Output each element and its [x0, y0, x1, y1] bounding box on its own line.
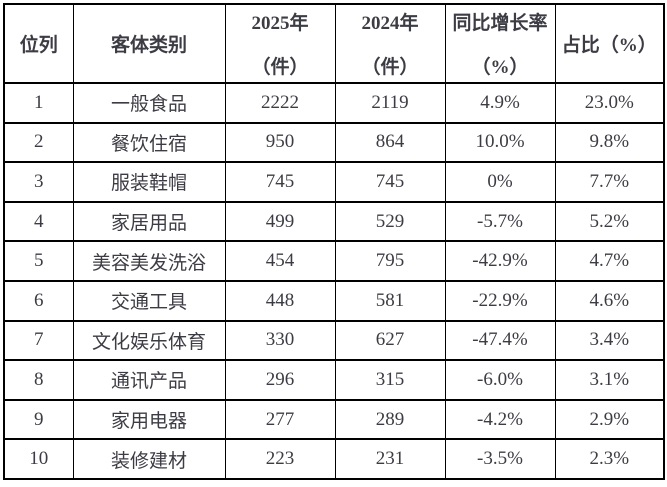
- cell-y2025: 950: [224, 121, 336, 164]
- cell-y2024: 289: [334, 398, 446, 441]
- cell-category: 装修建材: [72, 438, 226, 480]
- header-cell-2024: 2024年 （件）: [334, 3, 446, 84]
- cell-rank: 1: [3, 82, 74, 124]
- cell-growth: 4.9%: [444, 82, 556, 124]
- cell-rank: 5: [3, 240, 74, 282]
- table-row: 10 装修建材 223 231 -3.5% 2.3%: [3, 438, 665, 480]
- cell-growth: -47.4%: [444, 319, 556, 362]
- header-2024-sublabel: （件）: [361, 57, 419, 78]
- cell-y2024: 795: [334, 240, 446, 282]
- cell-y2025: 330: [224, 319, 336, 362]
- cell-share: 5.2%: [554, 200, 665, 243]
- cell-y2025: 499: [224, 200, 336, 243]
- cell-growth: -4.2%: [444, 398, 556, 441]
- cell-category: 一般食品: [72, 82, 226, 124]
- cell-growth: -5.7%: [444, 200, 556, 243]
- cell-category: 餐饮住宿: [72, 121, 226, 164]
- cell-growth: -3.5%: [444, 438, 556, 480]
- cell-category: 家用电器: [72, 398, 226, 441]
- cell-y2025: 296: [224, 359, 336, 401]
- header-share-label: 占比（%）: [561, 35, 657, 56]
- cell-rank: 3: [3, 161, 74, 203]
- cell-y2024: 745: [334, 161, 446, 203]
- cell-y2024: 2119: [334, 82, 446, 124]
- cell-y2024: 315: [334, 359, 446, 401]
- cell-y2024: 231: [334, 438, 446, 480]
- cell-growth: 0%: [444, 161, 556, 203]
- cell-y2025: 745: [224, 161, 336, 203]
- cell-y2024: 864: [334, 121, 446, 164]
- table-row: 9 家用电器 277 289 -4.2% 2.9%: [3, 398, 665, 441]
- table-header-row: 位列 客体类别 2025年 （件）: [3, 3, 665, 84]
- cell-y2025: 277: [224, 398, 336, 441]
- cell-rank: 2: [3, 121, 74, 164]
- data-table: 位列 客体类别 2025年 （件）: [3, 3, 665, 480]
- header-cell-rank: 位列: [3, 3, 74, 84]
- cell-rank: 10: [3, 438, 74, 480]
- table-row: 4 家居用品 499 529 -5.7% 5.2%: [3, 200, 665, 243]
- table-row: 2 餐饮住宿 950 864 10.0% 9.8%: [3, 121, 665, 164]
- cell-share: 23.0%: [554, 82, 665, 124]
- cell-share: 3.1%: [554, 359, 665, 401]
- cell-category: 交通工具: [72, 279, 226, 322]
- cell-category: 家居用品: [72, 200, 226, 243]
- header-category-label: 客体类别: [110, 35, 187, 56]
- table-body: 1 一般食品 2222 2119 4.9% 23.0% 2 餐饮住宿 950 864 10.0% 9.…: [3, 82, 665, 480]
- cell-y2024: 627: [334, 319, 446, 362]
- cell-category: 通讯产品: [72, 359, 226, 401]
- cell-y2024: 529: [334, 200, 446, 243]
- cell-y2025: 223: [224, 438, 336, 480]
- cell-y2025: 454: [224, 240, 336, 282]
- header-cell-growth: 同比增长率 （%）: [444, 3, 556, 84]
- cell-category: 服装鞋帽: [72, 161, 226, 203]
- cell-growth: 10.0%: [444, 121, 556, 164]
- cell-share: 3.4%: [554, 319, 665, 362]
- cell-share: 7.7%: [554, 161, 665, 203]
- header-cell-share: 占比（%）: [554, 3, 665, 84]
- header-2025-sublabel: （件）: [251, 57, 309, 78]
- header-2024-label: 2024年: [361, 13, 419, 34]
- table-row: 3 服装鞋帽 745 745 0% 7.7%: [3, 161, 665, 203]
- table-row: 6 交通工具 448 581 -22.9% 4.6%: [3, 279, 665, 322]
- table-row: 5 美容美发洗浴 454 795 -42.9% 4.7%: [3, 240, 665, 282]
- cell-rank: 8: [3, 359, 74, 401]
- cell-rank: 9: [3, 398, 74, 441]
- cell-rank: 4: [3, 200, 74, 243]
- cell-category: 文化娱乐体育: [72, 319, 226, 362]
- cell-category: 美容美发洗浴: [72, 240, 226, 282]
- header-cell-2025: 2025年 （件）: [224, 3, 336, 84]
- cell-y2025: 2222: [224, 82, 336, 124]
- table-row: 8 通讯产品 296 315 -6.0% 3.1%: [3, 359, 665, 401]
- cell-rank: 7: [3, 319, 74, 362]
- cell-y2025: 448: [224, 279, 336, 322]
- cell-share: 4.7%: [554, 240, 665, 282]
- cell-growth: -42.9%: [444, 240, 556, 282]
- cell-share: 2.9%: [554, 398, 665, 441]
- header-growth-sublabel: （%）: [471, 57, 529, 78]
- cell-rank: 6: [3, 279, 74, 322]
- table-row: 1 一般食品 2222 2119 4.9% 23.0%: [3, 82, 665, 124]
- cell-share: 4.6%: [554, 279, 665, 322]
- header-2025-label: 2025年: [251, 13, 309, 34]
- cell-share: 2.3%: [554, 438, 665, 480]
- cell-growth: -22.9%: [444, 279, 556, 322]
- cell-y2024: 581: [334, 279, 446, 322]
- header-growth-label: 同比增长率: [452, 13, 548, 34]
- header-rank-label: 位列: [19, 35, 58, 56]
- cell-growth: -6.0%: [444, 359, 556, 401]
- header-cell-category: 客体类别: [72, 3, 226, 84]
- cell-share: 9.8%: [554, 121, 665, 164]
- table-row: 7 文化娱乐体育 330 627 -47.4% 3.4%: [3, 319, 665, 362]
